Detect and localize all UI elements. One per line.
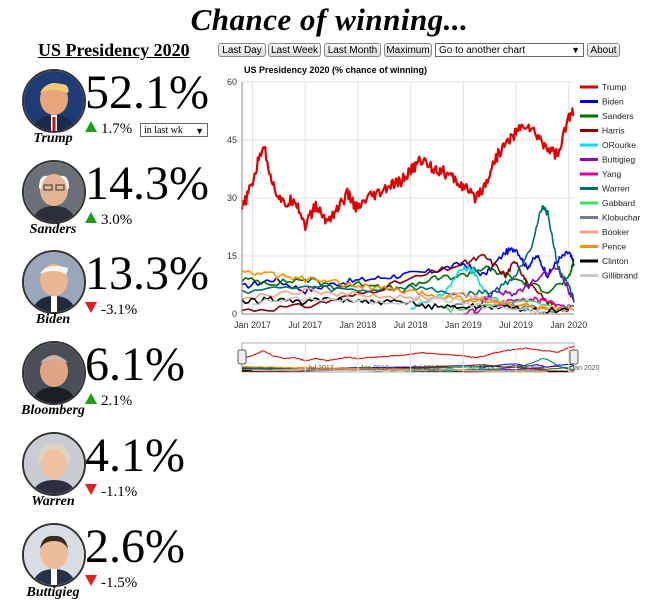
legend-label: Gabbard [602, 198, 635, 208]
series-line-clinton [241, 296, 570, 314]
buttigieg-photo [22, 523, 86, 587]
about-button[interactable]: About [587, 43, 620, 57]
down-arrow-icon [85, 575, 97, 586]
chart-select-value: Go to another chart [439, 45, 526, 56]
candidate-name: Sanders [29, 222, 77, 237]
candidate-pct: 52.1% [85, 66, 209, 119]
candidate-pct: 6.1% [85, 338, 185, 391]
bloomberg-photo [22, 341, 86, 405]
warren-photo [22, 432, 86, 496]
candidate-change: -3.1% [85, 302, 137, 319]
chevron-down-icon: ▼ [571, 45, 580, 55]
y-tick-label: 45 [227, 135, 237, 145]
candidate-change: -1.5% [85, 575, 137, 592]
navigator-left-handle[interactable] [237, 349, 247, 365]
x-tick-label: Jul 2019 [499, 320, 533, 330]
candidate-warren: Warren 4.1% -1.1% [18, 432, 233, 522]
legend-label: Sanders [602, 111, 634, 121]
down-arrow-icon [85, 484, 97, 495]
navigator-line-gillibrand [252, 369, 548, 373]
up-arrow-icon [85, 212, 97, 223]
chart-select[interactable]: Go to another chart ▼ [435, 43, 584, 57]
candidate-sanders: Sanders 14.3% 3.0% [18, 160, 233, 250]
period-select[interactable]: in last wk ▼ [140, 123, 208, 137]
last-month-button[interactable]: Last Month [324, 43, 381, 57]
series-line-gillibrand [252, 296, 548, 315]
candidate-name: Buttigieg [26, 585, 80, 600]
candidate-buttigieg: Buttigieg 2.6% -1.5% [18, 523, 233, 613]
up-arrow-icon [85, 393, 97, 404]
y-tick-label: 30 [227, 193, 237, 203]
candidate-name: Bloomberg [21, 403, 85, 418]
legend-label: Trump [602, 82, 627, 92]
legend-label: Harris [602, 126, 625, 136]
change-value: -3.1% [101, 302, 138, 318]
y-tick-label: 15 [227, 251, 237, 261]
candidate-name: Biden [35, 312, 71, 327]
x-tick-label: Jul 2017 [288, 320, 322, 330]
legend-label: Buttigieg [602, 155, 635, 165]
candidate-pct: 13.3% [85, 247, 209, 300]
legend-label: Pence [602, 242, 626, 252]
legend-label: Yang [602, 169, 621, 179]
candidate-biden: Biden 13.3% -3.1% [18, 250, 233, 340]
candidate-name: Trump [33, 131, 73, 146]
series-line-trump [240, 107, 575, 232]
candidate-change: 3.0% [85, 212, 132, 229]
last-week-button[interactable]: Last Week [268, 43, 321, 57]
y-tick-label: 0 [232, 309, 237, 319]
chevron-down-icon: ▼ [195, 126, 204, 136]
change-value: 2.1% [101, 393, 133, 409]
change-value: -1.1% [101, 484, 138, 500]
up-arrow-icon [85, 121, 97, 132]
navigator-tick-label: Jan 2020 [571, 365, 600, 372]
page-title: Chance of winning... [190, 2, 469, 37]
candidate-change: 1.7% [85, 121, 132, 138]
candidate-pct: 14.3% [85, 157, 209, 210]
legend-label: Biden [602, 97, 624, 107]
candidate-change: -1.1% [85, 484, 137, 501]
x-tick-label: Jul 2018 [394, 320, 428, 330]
change-value: 1.7% [101, 121, 133, 137]
down-arrow-icon [85, 302, 97, 313]
series-line-sanders [241, 258, 575, 294]
navigator-tick-label: Jul 2017 [307, 365, 334, 372]
series-line-pence [241, 269, 575, 312]
biden-photo [22, 250, 86, 314]
candidate-change: 2.1% [85, 393, 132, 410]
candidate-name: Warren [31, 494, 75, 509]
x-tick-label: Jan 2020 [550, 320, 587, 330]
x-tick-label: Jan 2019 [445, 320, 482, 330]
navigator-right-handle[interactable] [569, 349, 579, 365]
change-value: 3.0% [101, 212, 133, 228]
series-line-warren [241, 205, 575, 301]
candidate-trump: Trump 52.1% 1.7% in last wk ▼ [18, 69, 233, 159]
navigator-tick-label: Jul 2018 [413, 365, 440, 372]
sidebar-heading: US Presidency 2020 [38, 40, 190, 60]
y-tick-label: 60 [227, 77, 237, 87]
legend-label: Clinton [602, 256, 629, 266]
candidate-bloomberg: Bloomberg 6.1% 2.1% [18, 341, 233, 431]
navigator-tick-label: Jul 2019 [518, 365, 545, 372]
legend-label: Gillibrand [602, 271, 638, 281]
legend-label: Warren [602, 184, 630, 194]
legend-label: Klobuchar [602, 213, 640, 223]
navigator-tick-label: Jan 2018 [360, 365, 389, 372]
maximum-button[interactable]: Maximum [384, 43, 432, 57]
legend-label: Booker [602, 227, 629, 237]
x-tick-label: Jan 2017 [234, 320, 271, 330]
trump-photo [22, 69, 86, 133]
legend-label: ORourke [602, 140, 636, 150]
series-line-yang [463, 296, 575, 315]
last-day-button[interactable]: Last Day [218, 43, 266, 57]
sanders-photo [22, 160, 86, 224]
period-select-value: in last wk [144, 125, 183, 136]
chart-title: US Presidency 2020 (% chance of winning) [244, 65, 428, 75]
candidate-pct: 2.6% [85, 520, 185, 573]
x-tick-label: Jan 2018 [339, 320, 376, 330]
candidate-pct: 4.1% [85, 429, 185, 482]
change-value: -1.5% [101, 575, 138, 591]
navigator-tick-label: Jan 2019 [465, 365, 494, 372]
